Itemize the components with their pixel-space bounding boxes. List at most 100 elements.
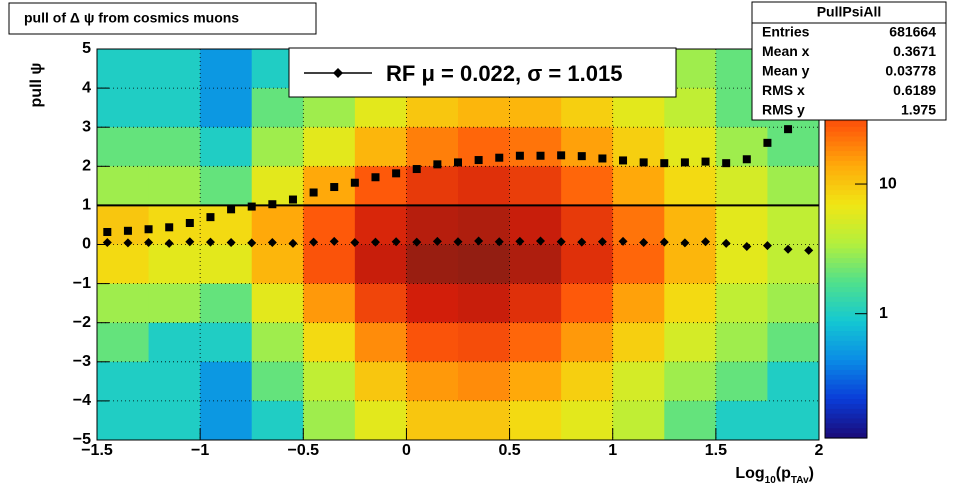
heat-cell	[767, 322, 820, 363]
heat-cell	[303, 322, 356, 363]
heat-cell	[509, 361, 562, 402]
diamond-marker	[474, 236, 484, 246]
color-bar-slice	[825, 379, 867, 386]
color-bar-slice	[825, 228, 867, 235]
color-bar-slice	[825, 423, 867, 429]
color-bar-slice	[825, 360, 867, 366]
square-marker	[742, 155, 751, 164]
y-tick-label: −5	[73, 431, 91, 448]
heat-cell	[509, 205, 562, 245]
diamond-marker	[701, 237, 711, 247]
heat-cell	[664, 244, 717, 285]
color-bar-slice	[825, 384, 867, 390]
color-bar-slice	[825, 282, 867, 288]
heat-cell	[561, 400, 614, 441]
color-bar-slice	[825, 204, 867, 211]
square-marker	[227, 205, 236, 214]
heat-cell	[458, 166, 511, 206]
color-bar-slice	[825, 243, 867, 249]
square-marker	[536, 151, 545, 160]
y-tick-label: 5	[82, 40, 91, 57]
color-bar-slice	[825, 389, 867, 395]
color-bar-slice	[825, 219, 867, 225]
color-bar-slice	[825, 170, 867, 177]
diamond-marker	[329, 236, 339, 246]
heat-cell	[612, 283, 665, 324]
heat-cell	[251, 322, 304, 363]
heat-cell	[97, 88, 150, 128]
heat-cell	[354, 361, 407, 402]
color-bar-slice	[825, 131, 867, 138]
color-bar-slice	[825, 287, 867, 293]
heat-cell	[97, 127, 150, 167]
y-tick-label: 4	[82, 79, 91, 96]
color-bar-slice	[825, 151, 867, 157]
x-tick-label: 1.5	[705, 442, 727, 459]
heat-cell	[715, 400, 768, 441]
heat-cell	[509, 400, 562, 441]
legend-marker	[333, 68, 343, 78]
y-tick-label: −2	[73, 314, 91, 331]
heat-cell	[354, 400, 407, 441]
diamond-marker	[267, 238, 277, 248]
stats-value: 0.3671	[893, 43, 936, 59]
square-marker	[144, 225, 153, 234]
square-marker	[123, 226, 132, 235]
x-tick-label: −1.5	[81, 442, 113, 459]
square-marker	[619, 156, 628, 165]
color-bar-slice	[825, 160, 867, 167]
color-bar-slice	[825, 413, 867, 420]
heat-cell	[303, 244, 356, 285]
x-tick-label: 0	[402, 442, 411, 459]
color-bar-slice	[825, 126, 867, 133]
color-bar-slice	[825, 155, 867, 162]
color-bar-slice	[825, 306, 867, 313]
color-bar-slice	[825, 141, 867, 147]
heat-cell	[715, 283, 768, 324]
color-bar-slice	[825, 311, 867, 318]
color-bar-slice	[825, 394, 867, 400]
heat-cell	[767, 127, 820, 167]
square-marker	[680, 158, 689, 167]
diamond-marker	[618, 236, 628, 246]
diamond-marker	[144, 238, 154, 248]
heat-cell	[148, 322, 201, 363]
axes: −1.5 −1 −0.5 0 0.5 1 1.5 2 −5 −4 −3 −2 −1 0 1 2 3 4 5	[73, 40, 824, 459]
chart-title: pull of Δ ψ from cosmics muons	[24, 10, 239, 26]
heat-cell	[251, 205, 304, 245]
color-bar-slice	[825, 272, 867, 279]
square-marker	[350, 178, 359, 187]
heat-cell	[303, 283, 356, 324]
diamond-marker	[350, 238, 360, 248]
diamond-marker	[123, 238, 133, 248]
square-marker	[103, 227, 112, 236]
heat-cell	[303, 166, 356, 206]
square-marker	[371, 173, 380, 182]
square-marker	[247, 202, 256, 211]
square-marker	[185, 218, 194, 227]
color-bar-slice	[825, 408, 867, 415]
color-bar-slice	[825, 165, 867, 172]
heat-cell	[200, 322, 253, 363]
square-marker	[412, 165, 421, 174]
heat-cell	[767, 205, 820, 245]
color-bar-slice	[825, 277, 867, 283]
color-bar-slice	[825, 296, 867, 303]
heat-cell	[715, 361, 768, 402]
heat-cell	[664, 322, 717, 363]
heat-cell	[148, 88, 201, 128]
z-tick-label: 1	[879, 305, 888, 322]
heat-cell	[612, 361, 665, 402]
heat-cell	[200, 166, 253, 206]
heat-cell	[251, 283, 304, 324]
heat-cell	[97, 361, 150, 402]
heat-cell	[200, 127, 253, 167]
heat-cell	[97, 400, 150, 441]
x-tick-label: −0.5	[287, 442, 319, 459]
heat-cell	[200, 283, 253, 324]
diamond-marker	[370, 237, 380, 247]
heat-cell	[406, 283, 459, 324]
color-bar-slice	[825, 190, 867, 196]
square-marker	[784, 125, 793, 134]
heat-cell	[509, 127, 562, 167]
